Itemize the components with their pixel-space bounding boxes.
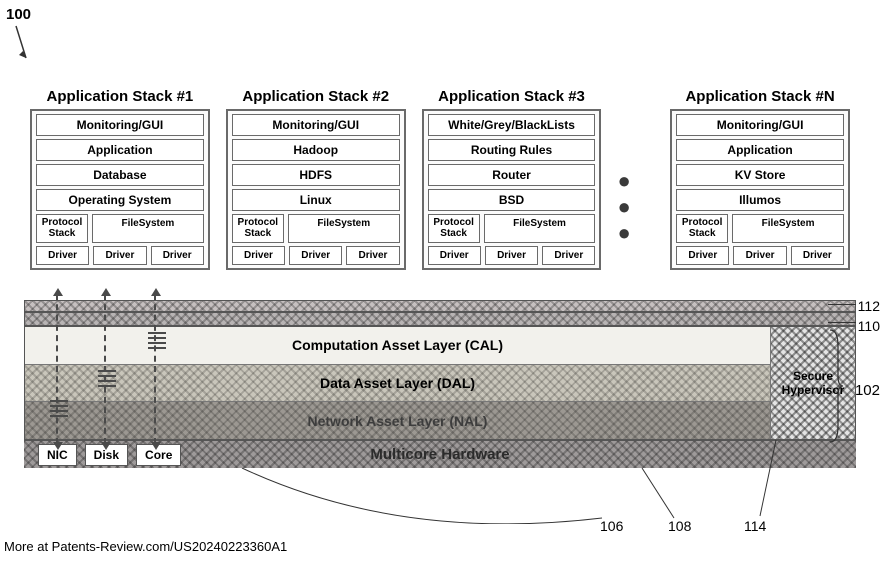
layer-nal: Network Asset Layer (NAL) xyxy=(25,402,770,439)
stack-3-row-2: Router xyxy=(428,164,596,186)
stack-3-driver-0: Driver xyxy=(428,246,481,265)
stack-3-drivers: Driver Driver Driver xyxy=(428,246,596,265)
ref-106: 106 xyxy=(600,518,623,534)
stack-2-filesystem: FileSystem xyxy=(288,214,400,243)
stack-2-row-0: Monitoring/GUI xyxy=(232,114,400,136)
stack-1-driver-0: Driver xyxy=(36,246,89,265)
stack-1-row-3: Operating System xyxy=(36,189,204,211)
stack-3-title: Application Stack #3 xyxy=(422,88,602,105)
stack-1-driver-1: Driver xyxy=(93,246,146,265)
platform-band-112 xyxy=(24,300,856,312)
stack-n-box: Monitoring/GUI Application KV Store Illu… xyxy=(670,109,850,270)
leader-112 xyxy=(828,304,856,305)
stack-3-protocol-stack: Protocol Stack xyxy=(428,214,480,243)
ref-108: 108 xyxy=(668,518,691,534)
ref-112: 112 xyxy=(858,298,880,314)
stack-3: Application Stack #3 White/Grey/BlackLis… xyxy=(422,88,602,270)
stack-2-box: Monitoring/GUI Hadoop HDFS Linux Protoco… xyxy=(226,109,406,270)
ref-110: 110 xyxy=(858,318,880,334)
platform-band-110 xyxy=(24,312,856,326)
stack-1-drivers: Driver Driver Driver xyxy=(36,246,204,265)
leader-110 xyxy=(828,322,856,323)
figure-arrow-icon xyxy=(12,24,30,64)
layer-dal: Data Asset Layer (DAL) xyxy=(25,365,770,403)
stack-1-row-0: Monitoring/GUI xyxy=(36,114,204,136)
layer-cal: Computation Asset Layer (CAL) xyxy=(25,327,770,365)
stack-3-subrow: Protocol Stack FileSystem xyxy=(428,214,596,243)
stack-n-title: Application Stack #N xyxy=(670,88,850,105)
stack-n-row-0: Monitoring/GUI xyxy=(676,114,844,136)
stack-3-driver-1: Driver xyxy=(485,246,538,265)
stacks-row: Application Stack #1 Monitoring/GUI Appl… xyxy=(30,88,850,300)
brace-102-icon xyxy=(826,328,844,444)
stack-1-row-2: Database xyxy=(36,164,204,186)
stack-n-filesystem: FileSystem xyxy=(732,214,844,243)
stack-n-subrow: Protocol Stack FileSystem xyxy=(676,214,844,243)
stack-3-driver-2: Driver xyxy=(542,246,595,265)
footer-source: More at Patents-Review.com/US20240223360… xyxy=(4,539,287,554)
stack-2-title: Application Stack #2 xyxy=(226,88,406,105)
ref-114: 114 xyxy=(744,518,766,534)
stack-2-drivers: Driver Driver Driver xyxy=(232,246,400,265)
driver-hw-arrow-3 xyxy=(154,294,156,444)
stack-3-row-3: BSD xyxy=(428,189,596,211)
leader-106 xyxy=(240,468,620,524)
stack-1-title: Application Stack #1 xyxy=(30,88,210,105)
stack-1-row-1: Application xyxy=(36,139,204,161)
stack-3-row-1: Routing Rules xyxy=(428,139,596,161)
stack-3-box: White/Grey/BlackLists Routing Rules Rout… xyxy=(422,109,602,270)
stack-1-filesystem: FileSystem xyxy=(92,214,204,243)
stack-2-protocol-stack: Protocol Stack xyxy=(232,214,284,243)
stack-n-driver-1: Driver xyxy=(733,246,786,265)
stack-n: Application Stack #N Monitoring/GUI Appl… xyxy=(670,88,850,270)
stack-1: Application Stack #1 Monitoring/GUI Appl… xyxy=(30,88,210,270)
stack-1-subrow: Protocol Stack FileSystem xyxy=(36,214,204,243)
figure-number: 100 xyxy=(6,6,31,23)
stack-1-box: Monitoring/GUI Application Database Oper… xyxy=(30,109,210,270)
leader-114 xyxy=(758,440,778,520)
stack-2-driver-0: Driver xyxy=(232,246,285,265)
stack-n-row-1: Application xyxy=(676,139,844,161)
platform-left-sublayers: Computation Asset Layer (CAL) Data Asset… xyxy=(25,327,771,439)
stack-2-subrow: Protocol Stack FileSystem xyxy=(232,214,400,243)
stack-2-driver-2: Driver xyxy=(346,246,399,265)
stack-2-row-2: HDFS xyxy=(232,164,400,186)
stack-3-filesystem: FileSystem xyxy=(484,214,596,243)
stack-n-protocol-stack: Protocol Stack xyxy=(676,214,728,243)
leader-108 xyxy=(640,468,680,522)
platform-block: Computation Asset Layer (CAL) Data Asset… xyxy=(24,300,856,468)
stack-n-drivers: Driver Driver Driver xyxy=(676,246,844,265)
ref-102: 102 xyxy=(855,382,880,399)
stack-n-driver-2: Driver xyxy=(791,246,844,265)
stack-n-driver-0: Driver xyxy=(676,246,729,265)
stack-n-row-2: KV Store xyxy=(676,164,844,186)
stacks-ellipsis: ● ● ● xyxy=(617,88,654,246)
stack-2-driver-1: Driver xyxy=(289,246,342,265)
driver-hw-arrow-2 xyxy=(104,294,106,444)
stack-2: Application Stack #2 Monitoring/GUI Hado… xyxy=(226,88,406,270)
driver-hw-arrow-1 xyxy=(56,294,58,444)
stack-n-row-3: Illumos xyxy=(676,189,844,211)
stack-1-driver-2: Driver xyxy=(151,246,204,265)
stack-2-row-1: Hadoop xyxy=(232,139,400,161)
stack-3-row-0: White/Grey/BlackLists xyxy=(428,114,596,136)
stack-2-row-3: Linux xyxy=(232,189,400,211)
stack-1-protocol-stack: Protocol Stack xyxy=(36,214,88,243)
